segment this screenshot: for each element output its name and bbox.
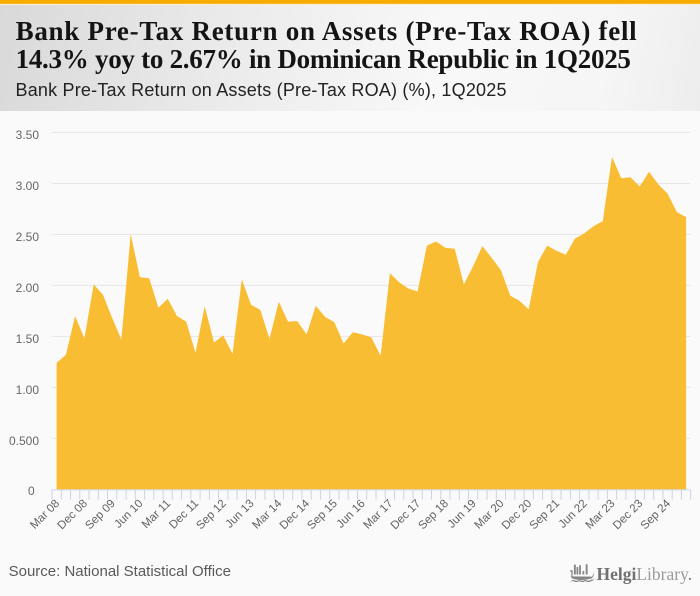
svg-text:Sep 15: Sep 15 [305,497,340,532]
svg-text:Dec 17: Dec 17 [388,497,423,532]
svg-text:Sep 21: Sep 21 [527,497,562,532]
svg-text:Dec 08: Dec 08 [55,497,90,532]
svg-text:Sep 09: Sep 09 [83,497,118,532]
svg-text:Sep 18: Sep 18 [416,497,451,532]
svg-text:3.00: 3.00 [16,179,40,193]
svg-text:0.500: 0.500 [9,434,39,448]
svg-text:0: 0 [28,484,35,498]
svg-text:Dec 23: Dec 23 [610,497,645,532]
svg-text:1.00: 1.00 [16,383,40,397]
svg-text:2.00: 2.00 [16,281,40,295]
svg-text:Dec 20: Dec 20 [499,497,534,532]
svg-text:Mar 11: Mar 11 [139,497,173,531]
svg-text:Jun 10: Jun 10 [112,497,146,531]
svg-text:Sep 12: Sep 12 [194,497,229,532]
svg-text:Sep 24: Sep 24 [638,497,674,533]
svg-text:1.50: 1.50 [16,332,40,346]
svg-text:2.50: 2.50 [16,230,40,244]
svg-text:3.50: 3.50 [16,128,40,142]
